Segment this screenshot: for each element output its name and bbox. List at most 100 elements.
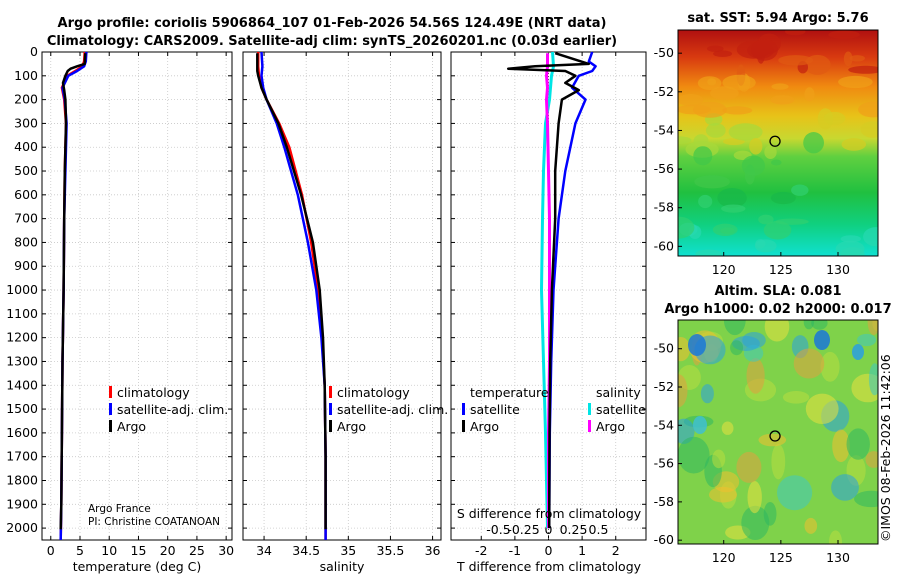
legend-title-temperature: temperature — [470, 385, 549, 400]
x-tick-label: 34.5 — [292, 543, 320, 558]
sst-texture — [707, 78, 717, 86]
sst-texture — [828, 30, 860, 39]
sla-texture — [793, 348, 825, 379]
sst-texture — [741, 155, 766, 176]
sst-texture — [838, 75, 873, 89]
credit-pi: PI: Christine COATANOAN — [88, 516, 220, 528]
sla-eddy — [814, 330, 830, 350]
sst-texture — [823, 111, 846, 126]
sst-texture — [758, 214, 774, 225]
sla-texture — [721, 421, 734, 435]
sst-texture — [720, 227, 735, 235]
temperature-axes — [41, 51, 233, 541]
sst-texture — [707, 45, 724, 52]
x-tick-label: 25 — [189, 543, 205, 558]
temperature-panel: 0 5 10 15 20 25 30 0 100 200 300 400 500 600 700 800 90… — [6, 44, 234, 574]
x-tick-label: 15 — [131, 543, 147, 558]
legend-swatch-satellite — [329, 403, 332, 415]
sla-texture — [811, 320, 828, 330]
legend-swatch-t-satellite — [462, 403, 465, 415]
sla-texture — [712, 449, 726, 469]
legend-label-t-argo: Argo — [470, 419, 499, 434]
sla-texture — [854, 490, 878, 508]
x-tick-label: -2 — [475, 543, 487, 558]
legend-label-s-argo: Argo — [596, 419, 625, 434]
legend-label-climatology: climatology — [337, 385, 410, 400]
sla-texture — [746, 358, 765, 394]
y-tick-label: 300 — [14, 115, 38, 130]
y-tick-label: -58 — [654, 494, 674, 509]
imos-watermark: ©IMOS 08-Feb-2026 11:42:06 — [878, 354, 893, 542]
sst-texture — [863, 227, 878, 247]
y-tick-label: -56 — [654, 161, 674, 176]
sla-argo-marker — [769, 430, 781, 442]
sst-texture — [770, 191, 796, 205]
sst-texture — [785, 30, 806, 36]
y-tick-label: -52 — [654, 379, 674, 394]
legend-title-salinity: salinity — [596, 385, 641, 400]
sla-texture — [865, 451, 878, 468]
legend-label-climatology: climatology — [117, 385, 190, 400]
sla-texture — [777, 475, 813, 511]
sst-texture — [693, 101, 727, 118]
y-tick-label: 400 — [14, 139, 38, 154]
y-tick-label: -58 — [654, 200, 674, 215]
x-tick-label: 30 — [218, 543, 234, 558]
y-tick-label: 600 — [14, 187, 38, 202]
sst-texture — [678, 136, 692, 144]
sst-texture — [840, 247, 865, 256]
sst-heatmap — [678, 30, 878, 256]
sst-map-panel: sat. SST: 5.94 Argo: 5.76 120 125 130 -50 -… — [654, 11, 879, 277]
x-tick-label: 125 — [769, 550, 793, 565]
sla-eddy — [693, 416, 707, 434]
x-tick-label: 1 — [578, 543, 586, 558]
sst-texture — [840, 235, 861, 243]
legend-swatch-s-argo — [588, 420, 591, 432]
sst-texture — [710, 86, 739, 100]
y-tick-label: 1000 — [6, 282, 38, 297]
salinity-axes — [242, 51, 442, 541]
legend-swatch-climatology — [109, 386, 112, 398]
y-tick-label: 1200 — [6, 330, 38, 345]
sla-heatmap — [678, 320, 878, 544]
series-s-satellite — [540, 51, 555, 529]
sst-texture — [705, 122, 726, 138]
sst-texture — [751, 39, 778, 61]
sst-argo-marker — [769, 135, 781, 147]
series-t-argo — [506, 52, 591, 529]
sst-texture — [849, 55, 865, 62]
x-tick-label: 5 — [76, 543, 84, 558]
series-argo — [59, 53, 87, 530]
difference-legend: temperature salinity satellite Argo sate… — [462, 385, 646, 434]
y-tick-label: 800 — [14, 234, 38, 249]
sst-texture — [791, 184, 809, 196]
y-tick-label: -50 — [654, 341, 674, 356]
x-tick-label: 120 — [712, 262, 736, 277]
y-tick-label: 1900 — [6, 496, 38, 511]
sla-texture — [736, 451, 762, 483]
series-argo — [256, 53, 327, 530]
sst-texture — [763, 220, 792, 240]
y-tick-label: 1300 — [6, 353, 38, 368]
sla-texture — [857, 333, 877, 347]
sst-texture — [860, 121, 878, 138]
y-tick-label: -52 — [654, 84, 674, 99]
sst-texture — [803, 132, 824, 154]
sst-texture — [698, 194, 713, 209]
y-tick-label: 1600 — [6, 425, 38, 440]
sla-texture — [803, 320, 815, 330]
y-tick-label: -60 — [654, 532, 674, 547]
legend-label-t-satellite: satellite — [470, 402, 520, 417]
x-tick-label: 10 — [101, 543, 117, 558]
legend-label-argo: Argo — [117, 419, 146, 434]
y-tick-label: 500 — [14, 163, 38, 178]
sla-texture — [846, 428, 870, 460]
difference-xlabel: T difference from climatology — [456, 559, 642, 574]
legend-swatch-climatology — [329, 386, 332, 398]
temperature-legend: climatology satellite-adj. clim. Argo — [109, 385, 228, 434]
legend-label-argo: Argo — [337, 419, 366, 434]
sst-texture — [775, 218, 809, 225]
x-tick-label: 36 — [425, 543, 441, 558]
sla-texture — [782, 391, 810, 404]
sla-texture — [678, 374, 688, 408]
